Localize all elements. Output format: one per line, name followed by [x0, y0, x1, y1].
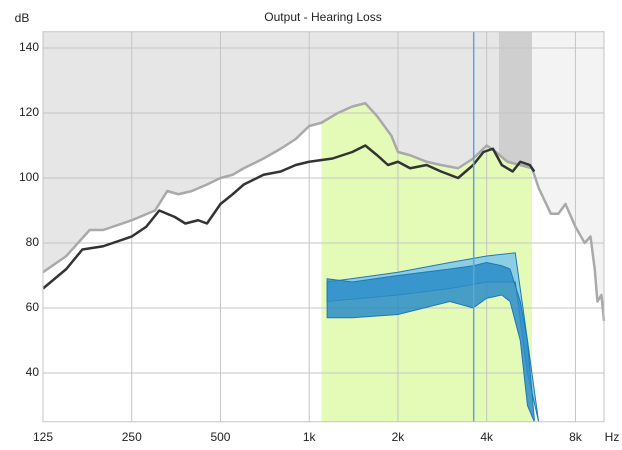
y-axis-label: dB — [15, 11, 30, 25]
x-tick-label: 8k — [569, 430, 583, 444]
curve — [42, 102, 606, 322]
x-axis-label: Hz — [605, 430, 620, 444]
x-tick-label: 500 — [210, 430, 230, 444]
x-tick-label: 250 — [122, 430, 142, 444]
curve — [42, 144, 536, 290]
y-tick-label: 100 — [19, 170, 39, 184]
x-tick-label: 1k — [303, 430, 317, 444]
y-tick-label: 60 — [26, 300, 40, 314]
y-tick-label: 140 — [19, 40, 39, 54]
y-tick-label: 80 — [26, 235, 40, 249]
y-tick-label: 120 — [19, 105, 39, 119]
y-tick-label: 40 — [26, 365, 40, 379]
plot-frame — [42, 31, 605, 423]
x-tick-label: 125 — [33, 430, 53, 444]
x-tick-label: 2k — [392, 430, 406, 444]
x-tick-label: 4k — [480, 430, 494, 444]
target-band — [326, 261, 535, 422]
chart-title: Output - Hearing Loss — [264, 10, 381, 24]
